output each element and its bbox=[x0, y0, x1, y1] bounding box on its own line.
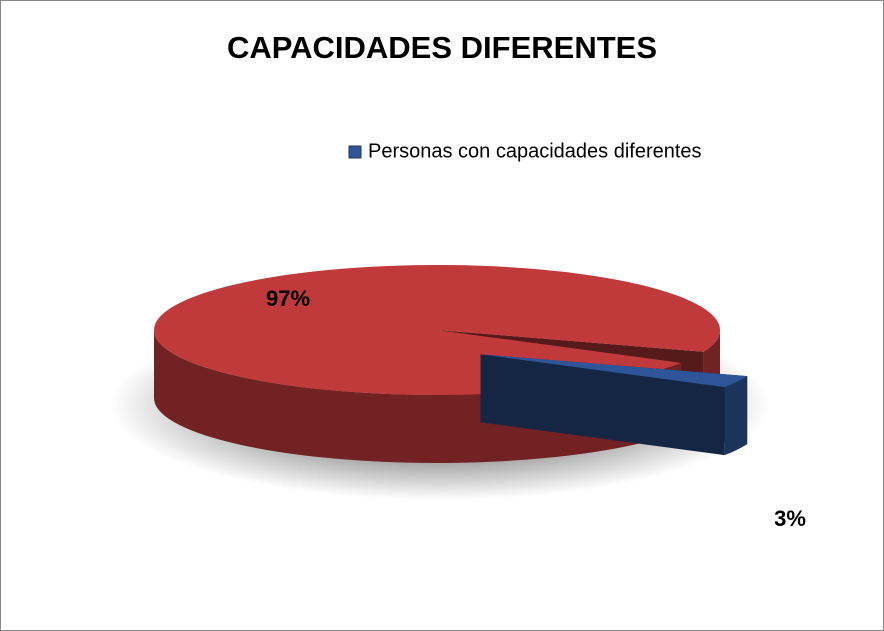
chart-title: CAPACIDADES DIFERENTES bbox=[227, 30, 657, 65]
data-label: 3% bbox=[774, 506, 806, 531]
slice bbox=[480, 354, 748, 388]
legend-label: Personas con capacidades diferentes bbox=[368, 140, 702, 162]
slice-side bbox=[480, 354, 725, 456]
legend-swatch bbox=[348, 145, 362, 159]
slice-wall bbox=[724, 376, 748, 456]
data-label: 97% bbox=[266, 286, 310, 311]
